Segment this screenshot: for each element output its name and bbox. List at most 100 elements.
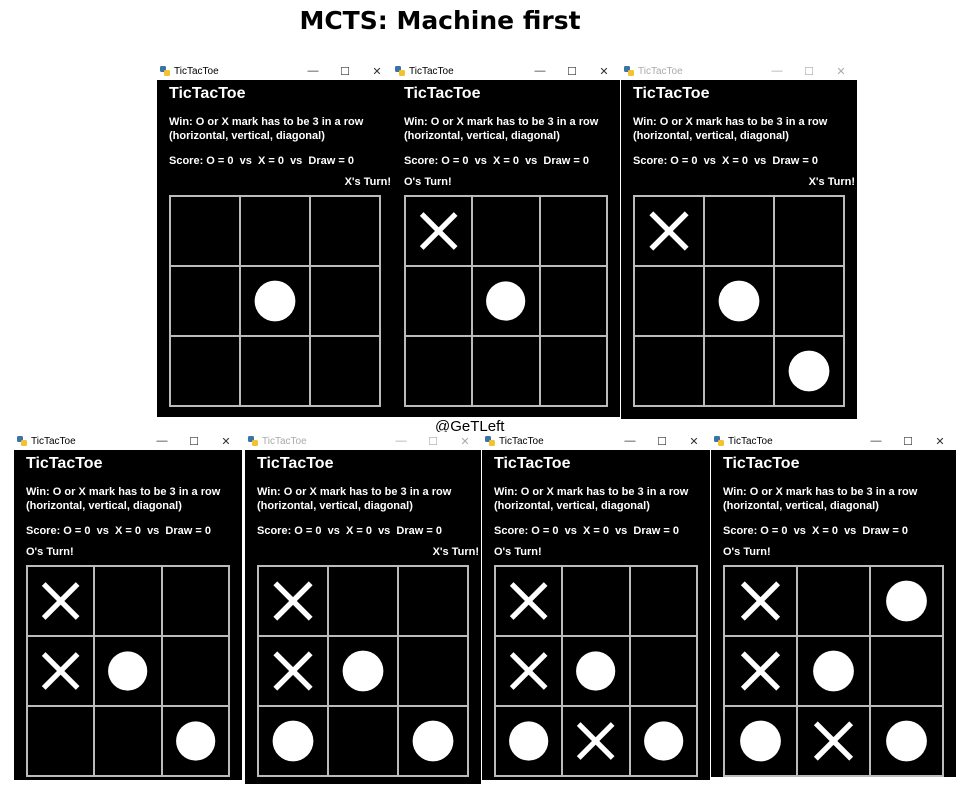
- maximize-icon[interactable]: ☐: [657, 435, 667, 448]
- o-mark-icon: [643, 721, 683, 761]
- board-cell[interactable]: [472, 266, 540, 336]
- minimize-icon[interactable]: —: [156, 435, 168, 447]
- o-mark-icon: [813, 650, 854, 692]
- board-cell[interactable]: [405, 266, 473, 336]
- board-cell[interactable]: [629, 636, 697, 706]
- close-icon[interactable]: ✕: [599, 65, 609, 78]
- board-cell[interactable]: [310, 196, 380, 266]
- board-cell[interactable]: [704, 266, 774, 336]
- board-cell[interactable]: [170, 196, 240, 266]
- board-cell[interactable]: [405, 336, 473, 406]
- board-cell[interactable]: [634, 196, 704, 266]
- board-cell[interactable]: [310, 266, 380, 336]
- board-cell[interactable]: [495, 566, 563, 636]
- board-cell[interactable]: [161, 636, 229, 706]
- minimize-icon[interactable]: —: [307, 65, 319, 77]
- board-cell[interactable]: [495, 706, 563, 776]
- close-icon[interactable]: ✕: [689, 435, 699, 448]
- board-cell[interactable]: [328, 636, 398, 706]
- game-content: TicTacToe Win: O or X mark has to be 3 in…: [157, 80, 393, 417]
- game-board: [404, 195, 608, 407]
- board-cell[interactable]: [328, 566, 398, 636]
- board-cell[interactable]: [774, 266, 844, 336]
- o-mark-icon: [486, 281, 526, 321]
- board-cell[interactable]: [724, 566, 797, 636]
- o-mark-icon: [886, 580, 927, 622]
- board-cell[interactable]: [797, 566, 870, 636]
- board-cell[interactable]: [562, 566, 630, 636]
- board-cell[interactable]: [398, 706, 468, 776]
- board-cell[interactable]: [870, 706, 943, 776]
- close-icon[interactable]: ✕: [836, 65, 846, 78]
- board-cell[interactable]: [870, 566, 943, 636]
- board-cell[interactable]: [258, 706, 328, 776]
- maximize-icon[interactable]: ☐: [903, 435, 913, 448]
- board-cell[interactable]: [634, 266, 704, 336]
- board-cell[interactable]: [170, 336, 240, 406]
- rule-line: (horizontal, vertical, diagonal): [633, 130, 789, 142]
- board-cell[interactable]: [704, 336, 774, 406]
- board-cell[interactable]: [94, 566, 162, 636]
- minimize-icon[interactable]: —: [771, 65, 783, 77]
- maximize-icon[interactable]: ☐: [804, 65, 814, 78]
- board-cell[interactable]: [539, 266, 607, 336]
- board-cell[interactable]: [797, 636, 870, 706]
- board-cell[interactable]: [870, 636, 943, 706]
- board-cell[interactable]: [634, 336, 704, 406]
- rule-line: Win: O or X mark has to be 3 in a row: [404, 116, 599, 128]
- close-icon[interactable]: ✕: [372, 65, 382, 78]
- close-icon[interactable]: ✕: [460, 435, 470, 448]
- board-cell[interactable]: [472, 196, 540, 266]
- minimize-icon[interactable]: —: [624, 435, 636, 447]
- board-cell[interactable]: [94, 706, 162, 776]
- board-cell[interactable]: [161, 566, 229, 636]
- board-cell[interactable]: [472, 336, 540, 406]
- board-cell[interactable]: [240, 266, 310, 336]
- board-cell[interactable]: [398, 636, 468, 706]
- board-cell[interactable]: [328, 706, 398, 776]
- board-cell[interactable]: [94, 636, 162, 706]
- board-cell[interactable]: [704, 196, 774, 266]
- board-cell[interactable]: [629, 566, 697, 636]
- board-cell[interactable]: [539, 196, 607, 266]
- board-cell[interactable]: [562, 706, 630, 776]
- close-icon[interactable]: ✕: [221, 435, 231, 448]
- o-mark-icon: [272, 720, 314, 762]
- close-icon[interactable]: ✕: [935, 435, 945, 448]
- rules-text: Win: O or X mark has to be 3 in a row (ho…: [404, 115, 598, 143]
- board-cell[interactable]: [27, 566, 95, 636]
- maximize-icon[interactable]: ☐: [428, 435, 438, 448]
- board-cell[interactable]: [240, 336, 310, 406]
- maximize-icon[interactable]: ☐: [567, 65, 577, 78]
- board-cell[interactable]: [27, 636, 95, 706]
- app-heading: TicTacToe: [169, 85, 246, 102]
- maximize-icon[interactable]: ☐: [189, 435, 199, 448]
- maximize-icon[interactable]: ☐: [340, 65, 350, 78]
- score-text: Score: O = 0 vs X = 0 vs Draw = 0: [404, 155, 589, 167]
- python-app-icon: [160, 66, 170, 76]
- app-heading: TicTacToe: [26, 455, 103, 472]
- turn-indicator: O's Turn!: [26, 546, 74, 558]
- board-cell[interactable]: [310, 336, 380, 406]
- minimize-icon[interactable]: —: [534, 65, 546, 77]
- window-title: TicTacToe: [409, 65, 454, 77]
- board-cell[interactable]: [27, 706, 95, 776]
- minimize-icon[interactable]: —: [870, 435, 882, 447]
- board-cell[interactable]: [170, 266, 240, 336]
- minimize-icon[interactable]: —: [395, 435, 407, 447]
- board-cell[interactable]: [495, 636, 563, 706]
- board-cell[interactable]: [774, 336, 844, 406]
- board-cell[interactable]: [797, 706, 870, 776]
- board-cell[interactable]: [562, 636, 630, 706]
- board-cell[interactable]: [258, 636, 328, 706]
- board-cell[interactable]: [258, 566, 328, 636]
- board-cell[interactable]: [774, 196, 844, 266]
- board-cell[interactable]: [724, 636, 797, 706]
- board-cell[interactable]: [629, 706, 697, 776]
- board-cell[interactable]: [539, 336, 607, 406]
- board-cell[interactable]: [161, 706, 229, 776]
- board-cell[interactable]: [724, 706, 797, 776]
- board-cell[interactable]: [405, 196, 473, 266]
- board-cell[interactable]: [398, 566, 468, 636]
- board-cell[interactable]: [240, 196, 310, 266]
